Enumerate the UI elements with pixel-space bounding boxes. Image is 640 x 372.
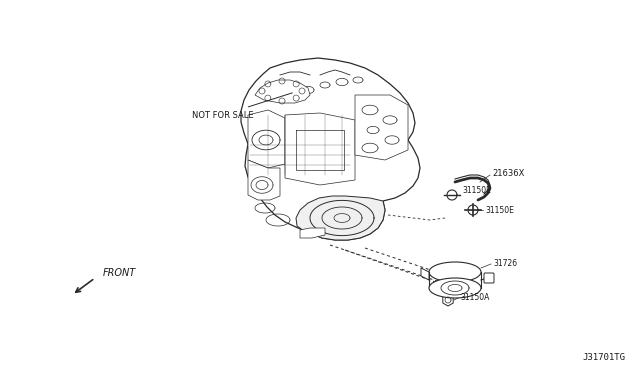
Polygon shape (300, 228, 325, 238)
Polygon shape (296, 196, 385, 240)
Polygon shape (285, 113, 355, 185)
Ellipse shape (429, 278, 481, 298)
Text: 31150A: 31150A (460, 294, 490, 302)
Text: J31701TG: J31701TG (582, 353, 625, 362)
Text: NOT FOR SALE: NOT FOR SALE (192, 93, 292, 119)
Ellipse shape (429, 262, 481, 282)
Text: 31150E: 31150E (462, 186, 491, 195)
Polygon shape (255, 80, 310, 103)
Polygon shape (248, 110, 285, 168)
Text: 31150E: 31150E (485, 205, 514, 215)
Polygon shape (355, 95, 408, 160)
Text: 31726: 31726 (493, 259, 517, 267)
Polygon shape (421, 268, 429, 280)
Polygon shape (241, 58, 420, 240)
Polygon shape (248, 160, 280, 200)
Text: FRONT: FRONT (103, 268, 136, 278)
Polygon shape (443, 294, 453, 306)
FancyBboxPatch shape (484, 273, 494, 283)
Text: 21636X: 21636X (492, 169, 524, 177)
